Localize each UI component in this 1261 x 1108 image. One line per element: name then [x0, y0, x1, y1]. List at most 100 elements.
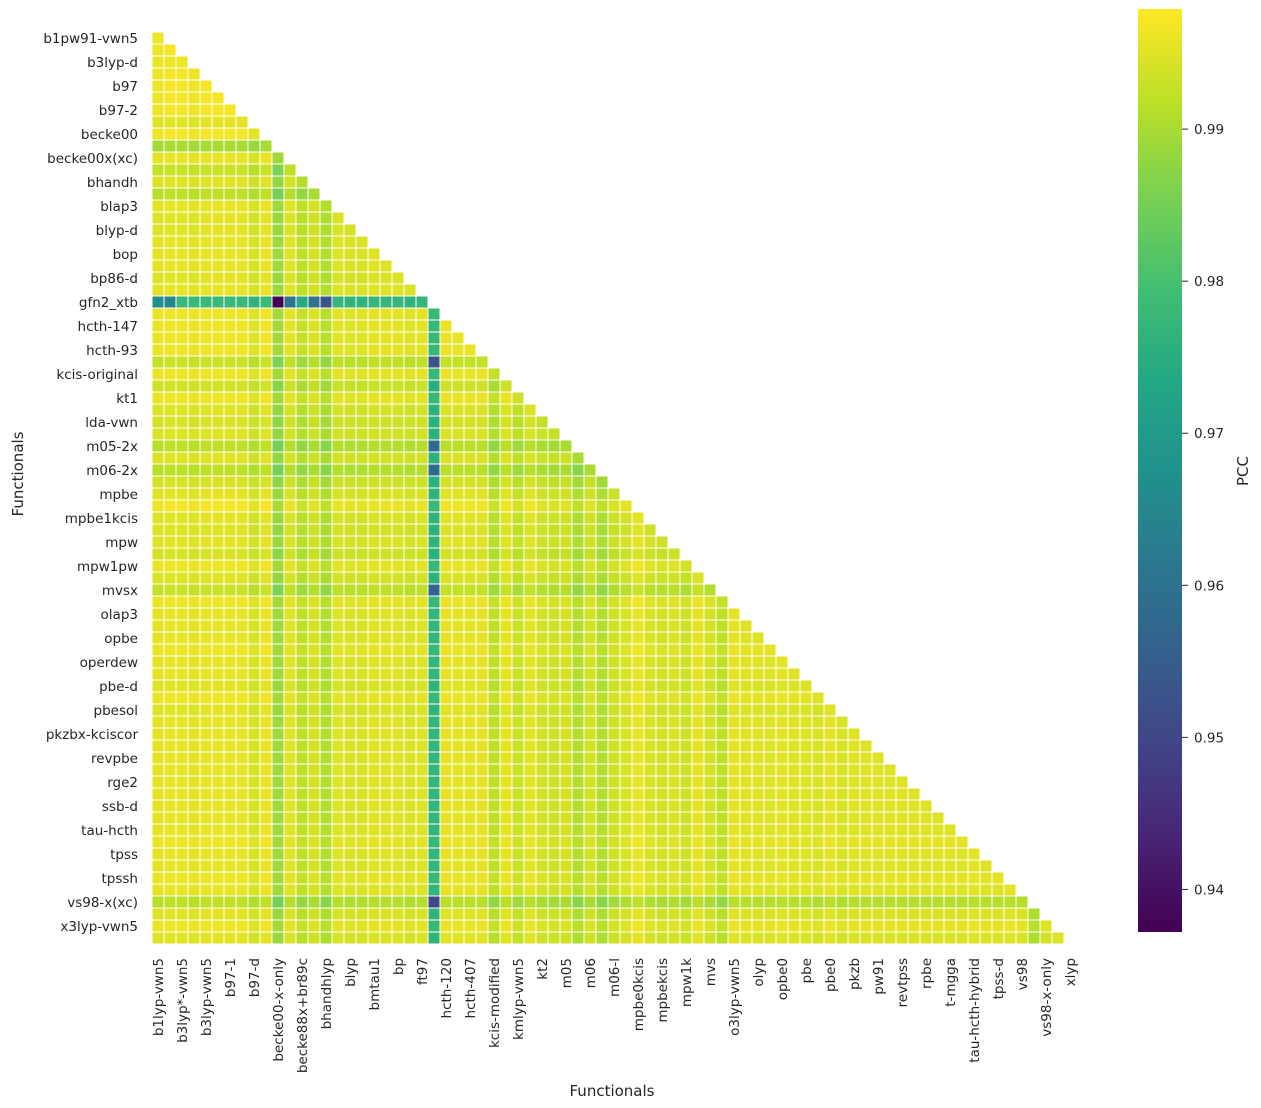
heatmap-cell [283, 919, 297, 933]
heatmap-cell [403, 487, 417, 501]
heatmap-cell [247, 535, 261, 549]
heatmap-cell [295, 319, 309, 333]
heatmap-cell [235, 919, 249, 933]
heatmap-cell [619, 667, 633, 681]
heatmap-cell [307, 631, 321, 645]
heatmap-cell [631, 547, 645, 561]
heatmap-cell [307, 619, 321, 633]
heatmap-cell [595, 559, 609, 573]
heatmap-cell [391, 415, 405, 429]
heatmap-cell [631, 751, 645, 765]
y-tick-label: olap3 [101, 607, 138, 623]
heatmap-cell [247, 871, 261, 885]
heatmap-cell [151, 835, 165, 849]
heatmap-cell [391, 859, 405, 873]
heatmap-cell [751, 703, 765, 717]
heatmap-cell [763, 751, 777, 765]
heatmap-cell [811, 691, 825, 705]
heatmap-cell [763, 787, 777, 801]
heatmap-cell [763, 835, 777, 849]
heatmap-cell [559, 535, 573, 549]
heatmap-cell [739, 787, 753, 801]
heatmap-cell [283, 547, 297, 561]
heatmap-cell [295, 775, 309, 789]
heatmap-cell [655, 919, 669, 933]
heatmap-cell [547, 691, 561, 705]
heatmap-cell [511, 583, 525, 597]
heatmap-cell [367, 367, 381, 381]
heatmap-cell [631, 619, 645, 633]
heatmap-cell [187, 79, 201, 93]
heatmap-cell [247, 643, 261, 657]
y-tick-label: ssb-d [102, 799, 138, 815]
heatmap-cell [655, 883, 669, 897]
heatmap-cell [415, 355, 429, 369]
heatmap-cell [475, 931, 489, 945]
heatmap-cell [379, 655, 393, 669]
x-tick-label: mpbe0kcis [631, 958, 647, 1031]
heatmap-cell [631, 799, 645, 813]
heatmap-cell [451, 379, 465, 393]
heatmap-cell [823, 883, 837, 897]
heatmap-cell [187, 331, 201, 345]
heatmap-cell [175, 259, 189, 273]
heatmap-cell [187, 175, 201, 189]
heatmap-cell [739, 847, 753, 861]
heatmap-cell [187, 67, 201, 81]
heatmap-cell [451, 343, 465, 357]
heatmap-cell [187, 859, 201, 873]
heatmap-cell [1027, 907, 1041, 921]
y-tick-label: b97-2 [99, 103, 138, 119]
heatmap-cell [175, 871, 189, 885]
heatmap-cell [823, 715, 837, 729]
heatmap-cell [703, 799, 717, 813]
heatmap-cell [463, 499, 477, 513]
heatmap-cell [343, 835, 357, 849]
heatmap-cell [451, 463, 465, 477]
heatmap-cell [595, 715, 609, 729]
heatmap-cell [607, 907, 621, 921]
heatmap-cell [259, 571, 273, 585]
heatmap-cell [235, 139, 249, 153]
heatmap-cell [271, 751, 285, 765]
heatmap-cell [403, 655, 417, 669]
heatmap-cell [499, 703, 513, 717]
heatmap-cell [211, 283, 225, 297]
heatmap-cell [595, 787, 609, 801]
heatmap-cell [463, 559, 477, 573]
heatmap-cell [679, 727, 693, 741]
heatmap-cell [415, 307, 429, 321]
heatmap-cell [151, 103, 165, 117]
heatmap-cell [211, 679, 225, 693]
heatmap-cell [919, 931, 933, 945]
heatmap-cell [211, 211, 225, 225]
heatmap-cell [223, 679, 237, 693]
x-tick-label: m06 [583, 958, 599, 988]
heatmap-cell [739, 751, 753, 765]
x-tick-label: tau-hcth-hybrid [967, 958, 983, 1063]
heatmap-cell [319, 427, 333, 441]
heatmap-cell [379, 907, 393, 921]
heatmap-cell [163, 655, 177, 669]
heatmap-cell [271, 403, 285, 417]
heatmap-cell [463, 415, 477, 429]
heatmap-cell [475, 607, 489, 621]
heatmap-cell [295, 691, 309, 705]
heatmap-cell [727, 799, 741, 813]
heatmap-cell [547, 463, 561, 477]
heatmap-cell [475, 763, 489, 777]
heatmap-cell [487, 847, 501, 861]
heatmap-cell [679, 931, 693, 945]
heatmap-cell [655, 895, 669, 909]
heatmap-cell [499, 559, 513, 573]
heatmap-cell [451, 727, 465, 741]
heatmap-cell [847, 871, 861, 885]
heatmap-cell [283, 667, 297, 681]
heatmap-cell [715, 763, 729, 777]
heatmap-cell [259, 859, 273, 873]
heatmap-cell [835, 895, 849, 909]
heatmap-cell [415, 703, 429, 717]
heatmap-cell [691, 799, 705, 813]
heatmap-cell [619, 607, 633, 621]
heatmap-cell [175, 247, 189, 261]
